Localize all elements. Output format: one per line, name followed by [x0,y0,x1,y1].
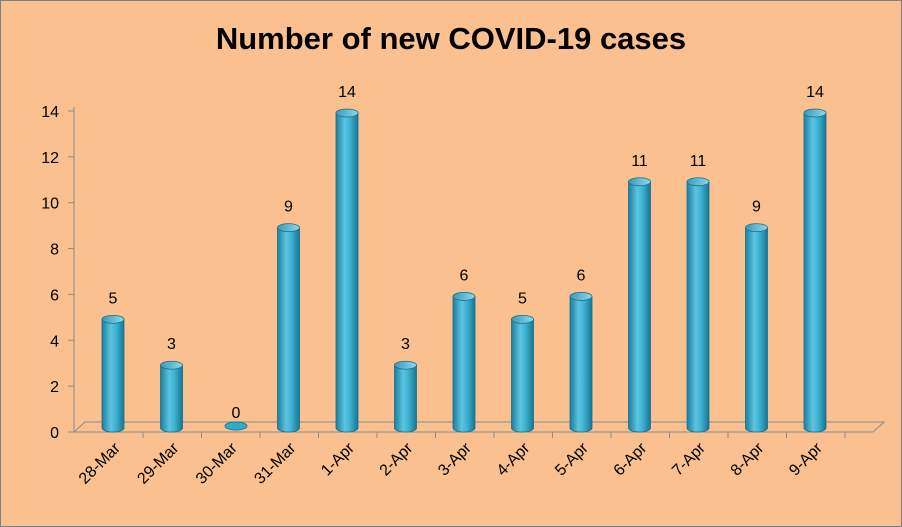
data-label: 6 [577,267,586,284]
bar [224,421,248,431]
data-label: 5 [109,290,118,307]
bar-cap [160,360,183,370]
y-tick-label: 2 [50,379,59,396]
bars [101,108,827,433]
bar-cap [394,360,417,370]
bar-cap [803,108,827,118]
bar [803,112,827,433]
bar [335,112,359,433]
bar [628,181,651,433]
y-tick-label: 0 [50,425,59,442]
x-tick-label: 5-Apr [552,439,592,479]
data-label: 9 [752,199,761,216]
bar [101,318,125,433]
x-tick-label: 29-Mar [134,439,182,487]
bar [277,227,300,433]
bar-cap [628,177,651,187]
x-tick-label: 4-Apr [494,439,534,479]
data-label: 14 [806,84,824,101]
bar-cap [452,292,476,301]
axes [68,107,886,438]
bar [394,364,417,433]
y-tick-label: 12 [41,150,59,167]
x-tick-label: 6-Apr [611,439,651,479]
x-tick-label: 30-Mar [193,439,241,487]
data-label: 9 [284,199,293,216]
data-label: 3 [401,336,410,353]
bar-cap [101,314,125,324]
bar [686,181,710,433]
data-label: 14 [338,84,356,101]
chart-title: Number of new COVID-19 cases [215,21,687,56]
y-tick-label: 6 [50,287,59,304]
data-label: 5 [518,290,527,307]
y-tick-label: 14 [41,104,59,121]
x-tick-label: 31-Mar [251,439,299,487]
chart-floor [72,421,886,433]
data-label: 11 [631,153,648,170]
x-tick-label: 3-Apr [435,439,475,479]
x-tick-label: 28-Mar [76,439,124,487]
data-label: 11 [690,153,707,170]
x-tick-label: 8-Apr [728,439,768,479]
data-label: 0 [232,405,241,422]
bar [160,364,183,433]
data-label: 3 [167,336,176,353]
bar-cap [745,223,768,233]
x-tick-label: 9-Apr [786,439,826,479]
data-label: 6 [460,267,469,284]
bar-cap [277,223,300,233]
x-tick-label: 1-Apr [318,439,358,479]
bar-cap [335,108,359,118]
bar [452,296,476,433]
x-tick-label: 2-Apr [377,439,417,479]
bar-cap [511,314,534,324]
bar [569,296,593,433]
bar-cap [686,177,710,187]
bar [511,318,534,433]
bar-cap [569,292,593,301]
x-tick-label: 7-Apr [669,439,709,479]
y-tick-label: 10 [41,196,59,213]
y-tick-label: 4 [50,333,59,350]
y-tick-label: 8 [50,242,59,259]
bar [745,227,768,433]
